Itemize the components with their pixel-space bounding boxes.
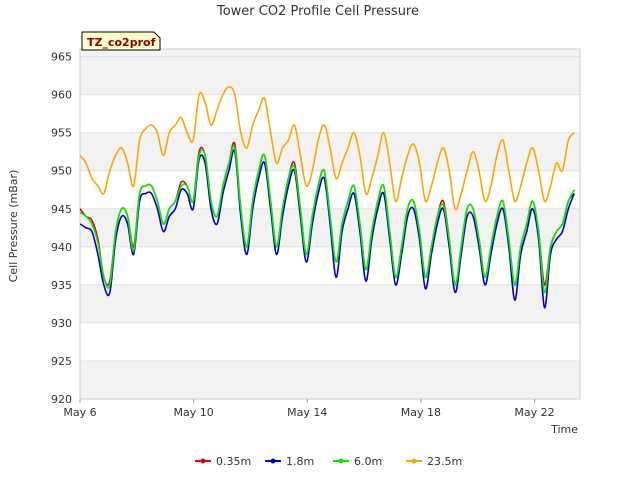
- y-tick-label: 935: [51, 279, 72, 292]
- legend-marker: [270, 458, 276, 464]
- series-line-6.0m: [79, 145, 576, 294]
- legend-marker: [411, 458, 417, 464]
- y-tick-label: 955: [51, 127, 72, 140]
- legend: 0.35m 1.8m 6.0m 23.5m: [195, 455, 462, 468]
- y-tick-label: 960: [51, 89, 72, 102]
- y-tick-label: 945: [51, 203, 72, 216]
- legend-label: 0.35m: [216, 455, 251, 468]
- tag-box: TZ_co2prof: [81, 31, 161, 51]
- y-tick-label: 965: [51, 51, 72, 64]
- legend-marker: [338, 458, 344, 464]
- tag-label: TZ_co2prof: [87, 36, 156, 49]
- y-axis: 920 925 930 935 940 945 950 955 960 965: [51, 51, 72, 406]
- plot-band: [80, 49, 580, 95]
- plot-band: [80, 284, 580, 323]
- plot-band: [80, 132, 580, 171]
- y-tick-label: 940: [51, 241, 72, 254]
- legend-marker: [200, 458, 206, 464]
- grid-lines: [80, 56, 580, 400]
- legend-label: 6.0m: [354, 455, 382, 468]
- series-line-23.5m: [79, 86, 575, 211]
- legend-label: 23.5m: [427, 455, 462, 468]
- x-tick-label: May 22: [514, 406, 554, 419]
- legend-label: 1.8m: [286, 455, 314, 468]
- y-tick-label: 920: [51, 393, 72, 406]
- x-tick-label: May 18: [401, 406, 441, 419]
- x-axis: May 6 May 10 May 14 May 18 May 22: [63, 399, 555, 419]
- plot-band: [80, 360, 580, 399]
- x-tick-label: May 10: [174, 406, 214, 419]
- x-axis-title: Time: [550, 423, 578, 436]
- y-tick-label: 925: [51, 355, 72, 368]
- chart-title: Tower CO2 Profile Cell Pressure: [216, 4, 419, 19]
- plot-background: [80, 49, 580, 399]
- series-lines: [79, 86, 576, 309]
- x-tick-label: May 6: [63, 406, 96, 419]
- y-tick-label: 950: [51, 165, 72, 178]
- y-axis-title: Cell Pressure (mBar): [7, 170, 20, 283]
- y-tick-label: 930: [51, 317, 72, 330]
- x-tick-label: May 14: [287, 406, 327, 419]
